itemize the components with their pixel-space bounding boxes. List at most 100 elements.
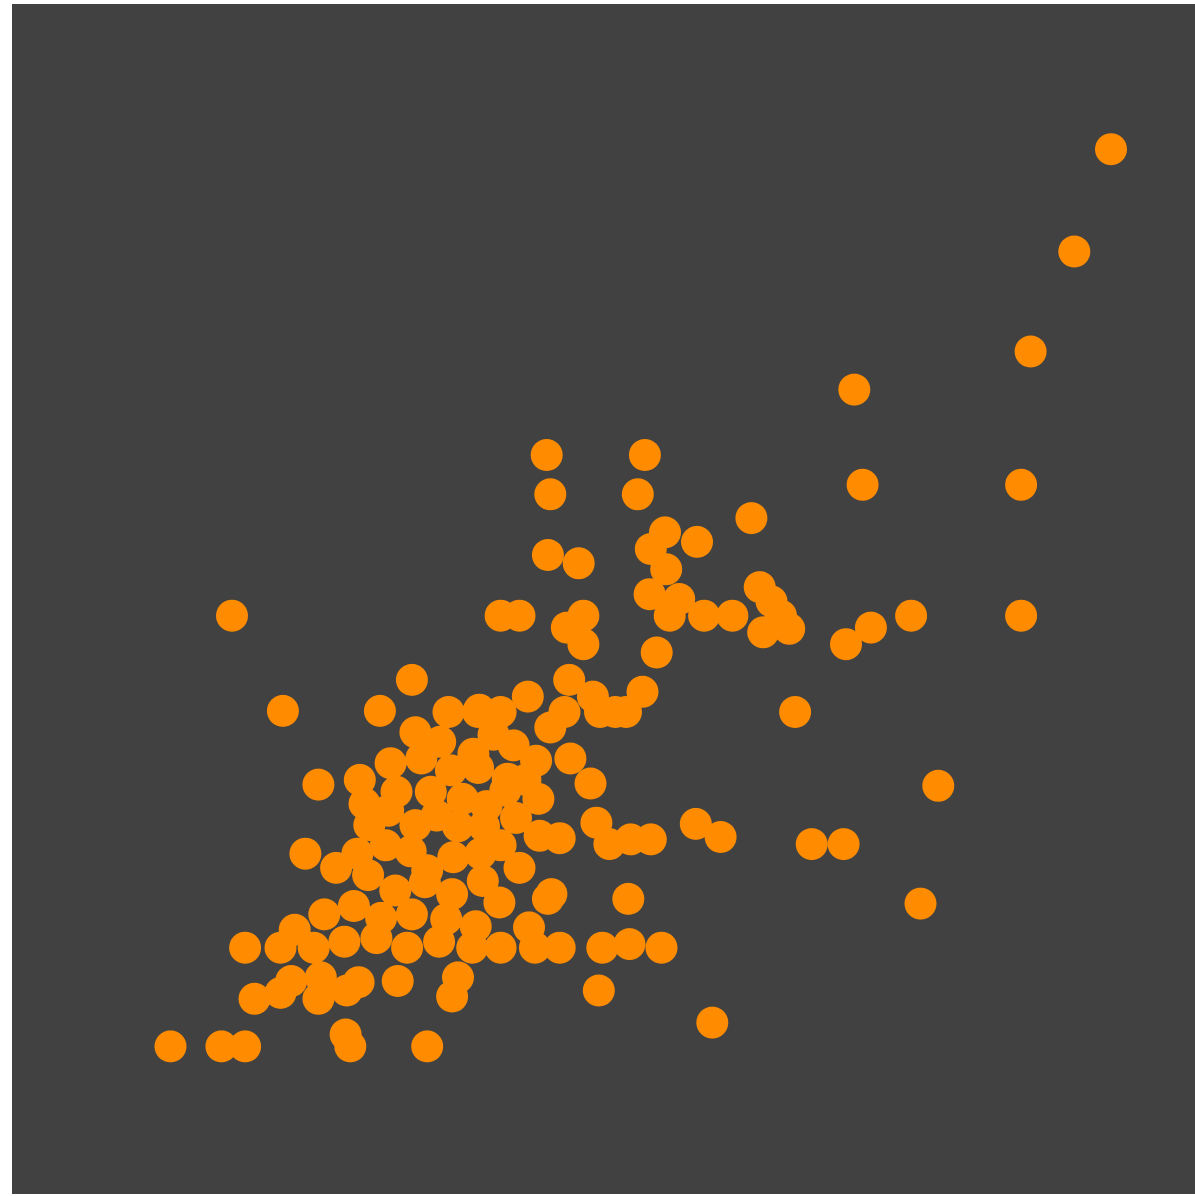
data-point (1014, 335, 1047, 368)
data-point (582, 974, 615, 1007)
data-point (363, 694, 396, 727)
scatter-plot (12, 4, 1195, 1194)
data-point (308, 898, 341, 931)
data-point (374, 747, 407, 780)
data-point (640, 636, 673, 669)
data-point (593, 828, 626, 861)
data-point (329, 1018, 362, 1051)
data-point (530, 439, 563, 471)
data-point (513, 911, 545, 944)
data-point (342, 966, 375, 999)
data-point (1095, 133, 1127, 166)
data-point (337, 890, 370, 922)
data-point (854, 611, 887, 644)
data-point (633, 578, 666, 611)
data-point (535, 878, 568, 911)
data-points (154, 133, 1127, 1063)
data-point (411, 854, 444, 887)
data-point (379, 874, 412, 907)
data-point (922, 769, 955, 802)
data-point (562, 547, 595, 580)
data-point (442, 961, 474, 994)
data-point (414, 775, 447, 808)
data-point (827, 828, 860, 861)
data-point (411, 1030, 444, 1063)
data-point (391, 931, 424, 964)
data-point (586, 931, 619, 964)
data-point (696, 1006, 729, 1039)
data-point (838, 373, 871, 406)
data-point (567, 628, 600, 661)
data-point (424, 725, 457, 758)
data-point (779, 696, 812, 728)
data-point (216, 599, 248, 632)
data-point (681, 525, 713, 558)
data-point (466, 865, 499, 897)
data-point (437, 841, 470, 874)
data-point (599, 696, 632, 728)
data-point (381, 965, 414, 997)
data-point (543, 822, 576, 855)
data-point (432, 696, 465, 728)
data-point (442, 810, 474, 843)
data-point (395, 898, 428, 931)
data-point (348, 787, 381, 820)
data-point (645, 931, 678, 964)
data-point (1005, 468, 1038, 501)
data-point (904, 887, 937, 920)
data-point (830, 628, 862, 661)
data-point (459, 910, 492, 943)
data-point (503, 851, 536, 884)
data-point (229, 1030, 262, 1063)
data-point (154, 1030, 187, 1063)
data-point (395, 663, 428, 696)
data-point (531, 539, 564, 571)
data-point (436, 878, 469, 911)
data-point (463, 693, 496, 726)
data-point (704, 821, 737, 853)
data-point (743, 571, 776, 604)
data-point (716, 599, 749, 632)
data-point (574, 767, 607, 800)
data-point (634, 823, 667, 856)
data-point (365, 901, 398, 934)
data-point (1058, 235, 1091, 268)
data-point (567, 599, 600, 632)
data-point (621, 478, 654, 511)
data-point (895, 599, 928, 632)
data-point (688, 599, 721, 632)
data-point (554, 742, 587, 775)
data-point (735, 502, 768, 535)
data-point (612, 882, 645, 915)
data-point (483, 886, 516, 919)
data-point (304, 961, 337, 994)
data-point (795, 828, 828, 861)
data-point (275, 965, 308, 997)
data-point (548, 696, 581, 728)
data-point (430, 903, 463, 936)
data-point (613, 928, 646, 961)
data-point (497, 729, 530, 762)
data-point (278, 913, 311, 946)
data-point (380, 775, 413, 808)
data-point (511, 680, 544, 713)
data-point (229, 931, 262, 964)
data-point (626, 675, 659, 708)
data-point (679, 807, 712, 840)
data-point (650, 553, 683, 586)
data-point (266, 694, 299, 727)
data-point (484, 931, 517, 964)
data-point (399, 716, 432, 749)
data-point (500, 802, 532, 834)
data-point (543, 931, 576, 964)
data-point (846, 468, 879, 501)
data-point (302, 768, 335, 801)
data-point (520, 744, 553, 777)
data-point (343, 763, 376, 796)
data-point (289, 837, 322, 870)
data-point (205, 1030, 238, 1063)
data-point (534, 478, 567, 511)
data-point (238, 982, 271, 1015)
data-point (649, 516, 681, 549)
data-point (1005, 599, 1038, 632)
